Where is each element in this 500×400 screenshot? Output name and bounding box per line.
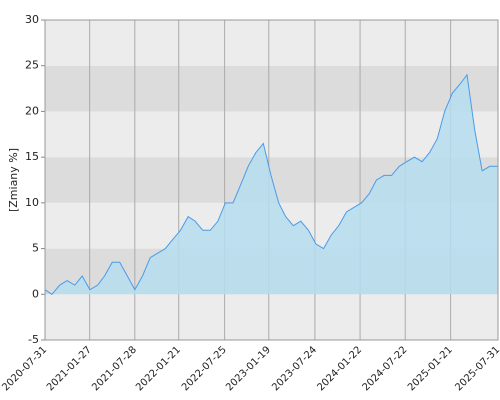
y-tick-label: 15 — [25, 150, 39, 163]
grid-band — [45, 65, 498, 112]
line — [44, 73, 498, 295]
grid-band — [45, 294, 498, 340]
grid-band — [45, 111, 498, 158]
x-tick-label: 2024-07-22 — [361, 344, 410, 393]
x-tick-label: 2022-07-25 — [180, 344, 229, 393]
y-tick-label: 20 — [25, 104, 39, 117]
y-axis-label: [Zmiany %] — [7, 148, 20, 212]
y-tick-label: 25 — [25, 59, 39, 72]
area-fill — [45, 74, 498, 295]
y-tick-label: 30 — [25, 13, 39, 26]
x-tick-label: 2025-07-31 — [453, 344, 500, 393]
y-tick-label: 10 — [25, 196, 39, 209]
y-tick-label: 5 — [32, 242, 39, 255]
grid-band — [45, 20, 498, 66]
x-tick-label: 2021-07-28 — [90, 344, 139, 393]
x-tick-label: 2024-01-22 — [315, 344, 364, 393]
x-tick-label: 2025-01-21 — [406, 344, 455, 393]
plot-frame — [44, 19, 499, 341]
x-tick-label: 2023-01-19 — [224, 344, 273, 393]
x-tick-label: 2022-01-21 — [134, 344, 183, 393]
x-tick-label: 2020-07-31 — [0, 344, 49, 393]
x-tick-label: 2021-01-27 — [45, 344, 94, 393]
y-tick-label: -5 — [28, 333, 39, 346]
y-tick-label: 0 — [32, 287, 39, 300]
x-tick-label: 2023-07-24 — [270, 344, 319, 393]
